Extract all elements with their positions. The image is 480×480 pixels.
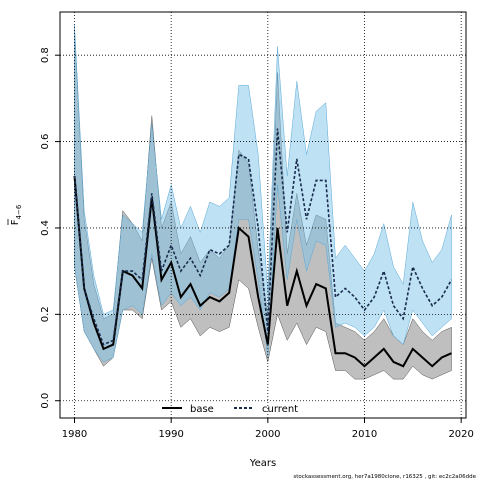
line-base (73, 176, 452, 368)
y-tick-label-0.6: 0.6 (40, 134, 51, 150)
legend-label-base: base (190, 404, 214, 415)
svg-text:F4−6: F4−6 (10, 204, 23, 225)
x-tick-label-2010: 2010 (352, 429, 377, 440)
x-tick-label-1990: 1990 (158, 429, 183, 440)
y-tick-label-0.4: 0.4 (40, 220, 51, 236)
y-tick-label-0.8: 0.8 (40, 47, 51, 63)
legend: base current (162, 404, 298, 415)
series-lines (73, 128, 453, 368)
footer-note: stockassessment.org, her7a1980clone, r16… (293, 474, 476, 480)
line-current (73, 128, 453, 346)
legend-label-current: current (262, 404, 298, 415)
x-axis: 1980 1990 2000 2010 2020 (62, 418, 474, 440)
y-tick-label-0.0: 0.0 (40, 393, 51, 409)
x-axis-label: Years (249, 458, 276, 469)
x-tick-label-1980: 1980 (62, 429, 87, 440)
y-tick-label-0.2: 0.2 (40, 306, 51, 322)
plot-frame (59, 11, 467, 419)
x-tick-label-2000: 2000 (255, 429, 280, 440)
y-axis-label-sub: 4−6 (15, 204, 23, 219)
band-current (74, 24, 452, 363)
y-axis-label: F4−6 (7, 204, 23, 225)
y-axis: 0.0 0.2 0.4 0.6 0.8 (40, 47, 60, 409)
confidence-bands (74, 24, 452, 380)
x-tick-label-2020: 2020 (448, 429, 473, 440)
y-axis-label-main: F (10, 219, 21, 225)
